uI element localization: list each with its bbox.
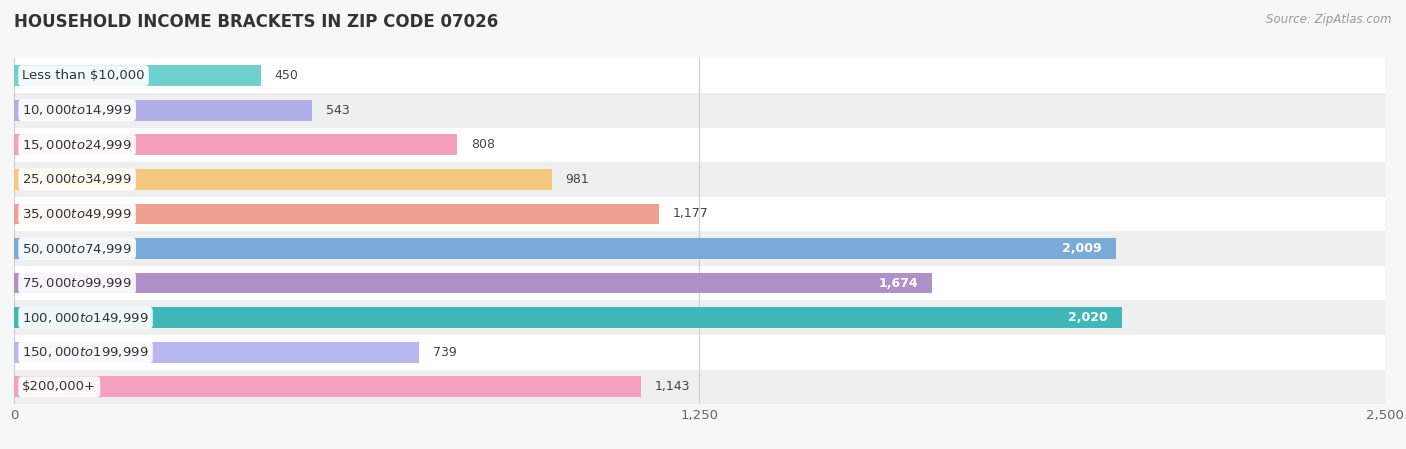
Text: 2,009: 2,009 [1063,242,1102,255]
Bar [14,58,1385,93]
Bar [14,134,457,155]
Bar [14,93,1385,128]
Text: 2,020: 2,020 [1069,311,1108,324]
Text: $50,000 to $74,999: $50,000 to $74,999 [22,242,132,255]
Text: $25,000 to $34,999: $25,000 to $34,999 [22,172,132,186]
Bar [14,162,1385,197]
Text: $200,000+: $200,000+ [22,380,96,393]
Bar [14,231,1385,266]
Bar [14,238,1116,259]
Text: 1,177: 1,177 [673,207,709,220]
Bar [14,370,1385,404]
Text: $75,000 to $99,999: $75,000 to $99,999 [22,276,132,290]
Text: $35,000 to $49,999: $35,000 to $49,999 [22,207,132,221]
Text: 1,674: 1,674 [879,277,918,290]
Bar [14,300,1385,335]
Text: 450: 450 [274,69,298,82]
Bar [14,128,1385,162]
Bar [14,169,553,190]
Bar [14,65,262,86]
Bar [14,273,932,294]
Text: $150,000 to $199,999: $150,000 to $199,999 [22,345,149,359]
Text: 739: 739 [433,346,457,359]
Bar [14,335,1385,370]
Text: Source: ZipAtlas.com: Source: ZipAtlas.com [1267,13,1392,26]
Text: 1,143: 1,143 [655,380,690,393]
Text: Less than $10,000: Less than $10,000 [22,69,145,82]
Text: 981: 981 [565,173,589,186]
Bar [14,376,641,397]
Bar [14,197,1385,231]
Text: 808: 808 [471,138,495,151]
Bar [14,266,1385,300]
Text: 543: 543 [326,104,349,117]
Text: $15,000 to $24,999: $15,000 to $24,999 [22,138,132,152]
Bar [14,307,1122,328]
Text: $100,000 to $149,999: $100,000 to $149,999 [22,311,149,325]
Text: HOUSEHOLD INCOME BRACKETS IN ZIP CODE 07026: HOUSEHOLD INCOME BRACKETS IN ZIP CODE 07… [14,13,498,31]
Text: $10,000 to $14,999: $10,000 to $14,999 [22,103,132,117]
Bar [14,100,312,121]
Bar [14,203,659,224]
Bar [14,342,419,363]
